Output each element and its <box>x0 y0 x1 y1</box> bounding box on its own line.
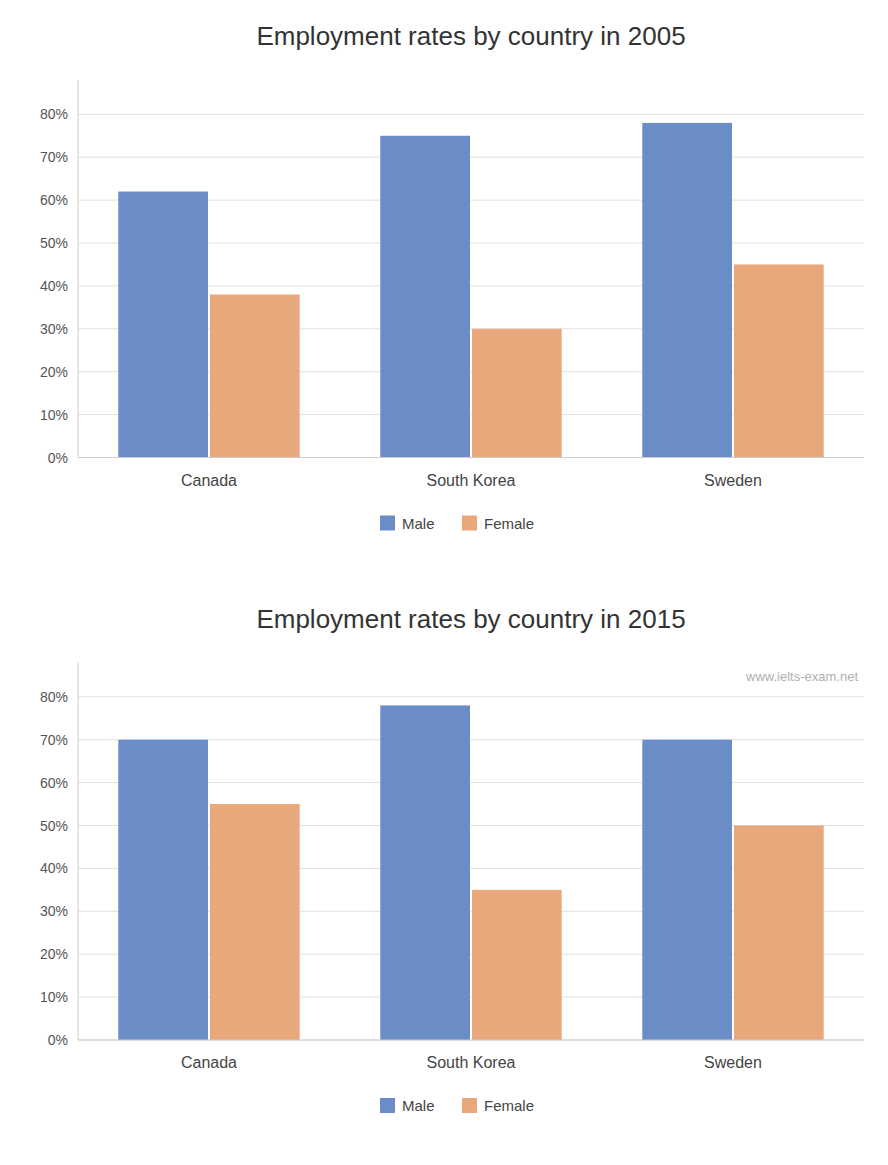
bars <box>118 123 823 458</box>
bar <box>734 264 824 457</box>
bar <box>472 329 562 458</box>
y-tick-label: 10% <box>40 407 68 423</box>
y-tick-label: 20% <box>40 364 68 380</box>
y-axis-line <box>78 80 79 458</box>
chart-root: Employment rates by country in 2005 0% 10%… <box>0 0 888 1165</box>
legend-swatch <box>380 516 395 531</box>
bar <box>380 136 470 458</box>
bar <box>118 740 208 1040</box>
x-tick-label: Canada <box>181 472 237 489</box>
y-tick-label: 60% <box>40 775 68 791</box>
legend-swatch <box>462 1098 477 1113</box>
y-tick-label: 0% <box>48 1032 68 1048</box>
y-axis-line <box>78 663 79 1041</box>
y-tick-label: 10% <box>40 989 68 1005</box>
y-tick-label: 40% <box>40 278 68 294</box>
legend-label: Male <box>402 1097 435 1114</box>
legend-swatch <box>380 1098 395 1113</box>
y-tick-label: 20% <box>40 946 68 962</box>
y-tick-label: 50% <box>40 235 68 251</box>
legend: Male Female <box>380 1097 534 1114</box>
y-tick-label: 70% <box>40 149 68 165</box>
annotation: www.ielts-exam.net <box>745 669 858 684</box>
bar <box>472 890 562 1040</box>
y-tick-label: 50% <box>40 818 68 834</box>
y-tick-label: 0% <box>48 450 68 466</box>
bar <box>734 826 824 1040</box>
y-tick-label: 30% <box>40 321 68 337</box>
grid-line <box>78 114 864 115</box>
y-tick-label: 60% <box>40 192 68 208</box>
chart-panel: Employment rates by country in 2005 0% 10%… <box>40 21 864 532</box>
y-tick-label: 30% <box>40 903 68 919</box>
grid-line <box>78 457 864 458</box>
bar <box>642 123 732 458</box>
y-tick-label: 40% <box>40 860 68 876</box>
x-axis-line <box>78 1040 864 1041</box>
legend-label: Female <box>484 1097 534 1114</box>
bar <box>380 705 470 1040</box>
x-tick-label: Sweden <box>704 472 762 489</box>
x-axis-line <box>78 457 864 458</box>
y-tick-label: 80% <box>40 689 68 705</box>
bar <box>210 294 300 457</box>
x-tick-label: Canada <box>181 1054 237 1071</box>
legend: Male Female <box>380 515 534 532</box>
legend-label: Female <box>484 515 534 532</box>
grid-line <box>78 1040 864 1041</box>
x-tick-label: South Korea <box>427 472 516 489</box>
chart-title: Employment rates by country in 2015 <box>256 604 685 634</box>
bars <box>118 705 823 1040</box>
chart-panel: Employment rates by country in 2015 0% 10%… <box>40 604 864 1115</box>
chart-title: Employment rates by country in 2005 <box>256 21 685 51</box>
grid-line <box>78 696 864 697</box>
bar <box>642 740 732 1040</box>
y-tick-label: 70% <box>40 732 68 748</box>
legend-label: Male <box>402 515 435 532</box>
x-tick-label: Sweden <box>704 1054 762 1071</box>
grid-line <box>78 157 864 158</box>
legend-swatch <box>462 516 477 531</box>
x-tick-label: South Korea <box>427 1054 516 1071</box>
y-tick-label: 80% <box>40 106 68 122</box>
bar <box>210 804 300 1040</box>
bar <box>118 192 208 458</box>
